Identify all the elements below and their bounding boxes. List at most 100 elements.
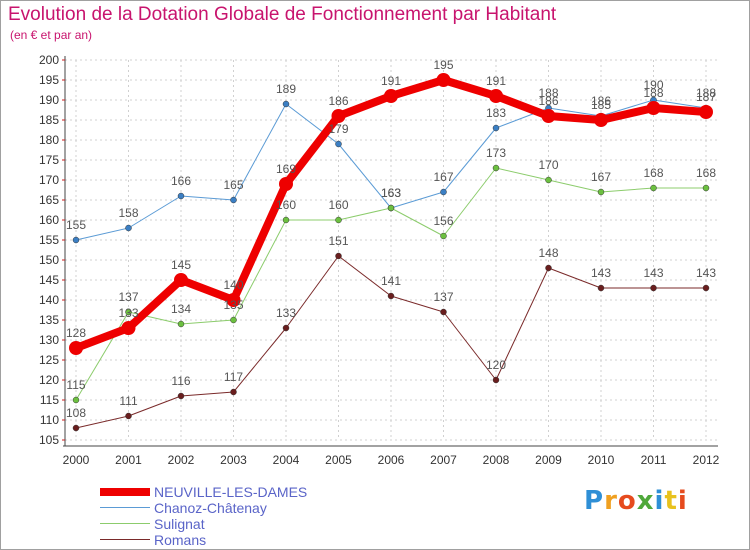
data-label-3: 145 — [171, 258, 191, 272]
data-point-0 — [177, 192, 185, 200]
data-point-2 — [545, 264, 552, 272]
data-point-0 — [282, 100, 290, 108]
data-label-2: 143 — [643, 266, 663, 280]
y-tick-label: 130 — [39, 333, 59, 347]
data-label-0: 166 — [171, 174, 191, 188]
data-point-3 — [121, 321, 136, 335]
data-point-2 — [230, 388, 237, 396]
y-tick-label: 160 — [39, 213, 59, 227]
data-point-3 — [646, 101, 661, 115]
data-point-3 — [174, 273, 188, 287]
x-tick-label: 2000 — [63, 453, 90, 467]
data-point-2 — [335, 252, 342, 260]
legend-swatch-chanoz — [100, 507, 150, 508]
chart-title: Evolution de la Dotation Globale de Fonc… — [8, 4, 557, 25]
data-point-3 — [279, 177, 293, 191]
data-point-0 — [72, 236, 80, 244]
x-tick-label: 2008 — [483, 453, 510, 467]
data-point-0 — [125, 224, 132, 232]
data-label-3: 186 — [538, 94, 558, 108]
data-label-0: 189 — [276, 82, 296, 96]
data-point-0 — [440, 188, 447, 196]
data-label-0: 186 — [591, 94, 611, 108]
y-tick-label: 165 — [39, 193, 59, 207]
data-label-2: 143 — [591, 266, 611, 280]
logo-letter: r — [604, 486, 618, 516]
data-label-2: 120 — [486, 358, 506, 372]
legend-item-chanoz: Chanoz-Châtenay — [100, 500, 360, 516]
data-point-3 — [699, 105, 713, 119]
legend-swatch-sulignat — [100, 523, 150, 524]
data-point-1 — [597, 188, 605, 196]
data-point-2 — [177, 392, 185, 400]
y-tick-label: 175 — [39, 153, 59, 167]
y-tick-label: 115 — [40, 393, 59, 407]
data-label-0: 190 — [643, 78, 663, 92]
data-label-1: 160 — [276, 198, 296, 212]
data-label-3: 188 — [643, 86, 663, 100]
x-tick-label: 2009 — [535, 453, 562, 467]
data-label-0: 188 — [696, 86, 716, 100]
data-label-0: 155 — [66, 218, 86, 232]
data-point-3 — [69, 341, 83, 355]
y-tick-label: 135 — [39, 313, 59, 327]
data-point-1 — [702, 184, 710, 192]
x-tick-label: 2002 — [168, 453, 195, 467]
data-point-1 — [492, 164, 500, 172]
data-label-1: 170 — [538, 158, 558, 172]
data-point-2 — [72, 424, 80, 432]
x-tick-label: 2012 — [693, 453, 720, 467]
data-point-2 — [492, 376, 500, 384]
data-label-3: 186 — [328, 94, 348, 108]
data-label-3: 185 — [591, 98, 611, 112]
proxiti-logo: Proxiti — [584, 486, 688, 516]
data-label-2: 143 — [696, 266, 716, 280]
data-label-3: 169 — [276, 162, 296, 176]
data-point-3 — [594, 113, 608, 127]
x-tick-label: 2007 — [430, 453, 457, 467]
legend-swatch-romans — [100, 539, 150, 540]
data-label-1: 135 — [223, 298, 243, 312]
data-label-2: 117 — [224, 370, 243, 384]
legend-item-romans: Romans — [100, 532, 360, 548]
data-label-2: 116 — [171, 374, 190, 388]
data-point-1 — [440, 232, 447, 240]
legend-item-neuville: NEUVILLE-LES-DAMES — [100, 484, 360, 500]
data-label-0: 188 — [538, 86, 558, 100]
data-label-0: 179 — [328, 122, 348, 136]
y-tick-label: 105 — [39, 433, 59, 447]
logo-letter: x — [636, 486, 655, 516]
data-label-0: 167 — [433, 170, 453, 184]
y-tick-label: 155 — [39, 233, 59, 247]
data-point-2 — [440, 308, 447, 316]
data-point-3 — [384, 89, 398, 103]
data-label-2: 148 — [538, 246, 558, 260]
y-tick-label: 200 — [39, 53, 59, 67]
data-label-1: 160 — [328, 198, 348, 212]
data-point-1 — [650, 184, 657, 192]
data-label-2: 141 — [381, 274, 401, 288]
data-label-1: 163 — [381, 186, 401, 200]
data-label-2: 111 — [119, 394, 138, 408]
legend-label-chanoz: Chanoz-Châtenay — [154, 500, 267, 516]
logo-letter: P — [584, 486, 605, 516]
data-label-1: 156 — [433, 214, 453, 228]
data-label-2: 133 — [276, 306, 296, 320]
data-label-3: 128 — [66, 326, 86, 340]
data-label-1: 173 — [486, 146, 506, 160]
legend-label-sulignat: Sulignat — [154, 516, 205, 532]
x-tick-label: 2001 — [115, 453, 142, 467]
x-tick-label: 2003 — [220, 453, 247, 467]
data-point-0 — [335, 140, 342, 148]
data-label-3: 187 — [696, 90, 716, 104]
data-point-3 — [331, 109, 346, 123]
data-label-0: 158 — [118, 206, 138, 220]
data-point-2 — [650, 284, 657, 292]
data-label-3: 191 — [486, 74, 506, 88]
data-label-3: 133 — [118, 306, 138, 320]
legend-label-neuville: NEUVILLE-LES-DAMES — [154, 484, 308, 500]
y-tick-label: 195 — [39, 73, 59, 87]
data-point-3 — [226, 293, 241, 307]
chart-legend: NEUVILLE-LES-DAMES Chanoz-Châtenay Sulig… — [100, 484, 360, 548]
